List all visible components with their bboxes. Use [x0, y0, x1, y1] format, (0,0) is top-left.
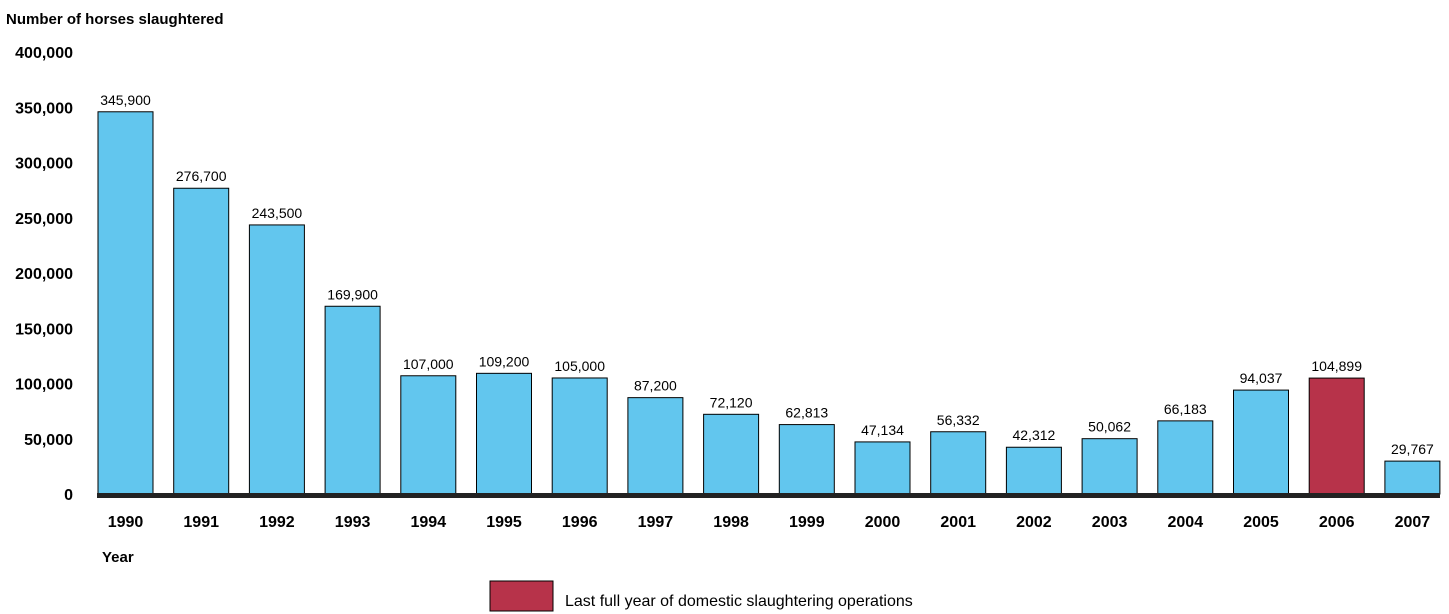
bar-1996	[551, 377, 608, 495]
x-tick-label: 2004	[1168, 514, 1204, 531]
bar-2005	[1233, 389, 1289, 495]
data-label: 56,332	[937, 412, 980, 428]
y-tick-label: 300,000	[15, 156, 73, 173]
bar-2002	[1005, 446, 1062, 495]
x-tick-label: 2005	[1243, 514, 1279, 531]
data-label: 104,899	[1311, 358, 1362, 374]
data-label: 109,200	[479, 353, 530, 369]
y-tick-label: 100,000	[15, 377, 73, 394]
bar-2000	[854, 441, 911, 495]
y-tick-label: 250,000	[15, 211, 73, 228]
x-axis-labels: 1990 1991 1992 1993 1994 1995 1996 1997 1998 1999…	[108, 514, 1431, 531]
data-label: 72,120	[710, 394, 753, 410]
x-axis-title: Year	[102, 549, 134, 566]
data-labels: 345,900 276,700 243,500 169,900 107,000 109,2…	[100, 92, 1434, 457]
bar-1999	[778, 424, 835, 495]
x-tick-label: 1996	[562, 514, 598, 531]
x-tick-label: 1991	[183, 514, 219, 531]
data-label: 66,183	[1164, 401, 1207, 417]
y-tick-label: 400,000	[15, 45, 73, 62]
bars	[97, 111, 1441, 495]
bar-1994	[400, 375, 457, 495]
bar-2003	[1081, 438, 1138, 495]
data-label: 87,200	[634, 378, 677, 394]
legend-label: Last full year of domestic slaughtering …	[565, 593, 913, 610]
y-tick-label: 200,000	[15, 266, 73, 283]
y-tick-label: 150,000	[15, 321, 73, 338]
bar-1998	[703, 413, 760, 495]
bar-2004	[1157, 420, 1214, 495]
x-tick-label: 1997	[638, 514, 674, 531]
data-label: 29,767	[1391, 441, 1434, 457]
x-tick-label: 1994	[411, 514, 447, 531]
y-tick-label: 350,000	[15, 100, 73, 117]
bar-1992	[248, 224, 305, 495]
x-tick-label: 1993	[335, 514, 371, 531]
x-tick-label: 2003	[1092, 514, 1128, 531]
bar-1995	[476, 372, 532, 495]
x-tick-label: 2001	[940, 514, 976, 531]
y-axis-ticks: 0 50,000 100,000 150,000 200,000 250,000 300,0…	[15, 45, 73, 504]
bar-2001	[930, 431, 987, 495]
y-tick-label: 0	[64, 487, 73, 504]
x-tick-label: 2002	[1016, 514, 1052, 531]
x-axis-baseline	[97, 493, 1440, 498]
bar-1993	[324, 305, 381, 495]
data-label: 42,312	[1012, 427, 1055, 443]
legend: Last full year of domestic slaughtering …	[489, 580, 913, 612]
data-label: 169,900	[327, 286, 378, 302]
data-label: 50,062	[1088, 419, 1131, 435]
bar-2007	[1384, 460, 1441, 495]
bar-1997	[627, 397, 684, 495]
bar-2006	[1308, 377, 1365, 495]
x-tick-label: 1990	[108, 514, 144, 531]
data-label: 243,500	[252, 205, 303, 221]
x-tick-label: 1992	[259, 514, 295, 531]
y-axis-title: Number of horses slaughtered	[6, 11, 224, 28]
data-label: 105,000	[554, 358, 605, 374]
data-label: 62,813	[785, 405, 828, 421]
y-tick-label: 50,000	[24, 432, 73, 449]
x-tick-label: 2000	[865, 514, 901, 531]
data-label: 94,037	[1240, 370, 1283, 386]
data-label: 47,134	[861, 422, 904, 438]
x-tick-label: 1999	[789, 514, 825, 531]
bar-1990	[97, 111, 154, 495]
legend-swatch	[489, 580, 554, 612]
x-tick-label: 1995	[486, 514, 522, 531]
x-tick-label: 1998	[713, 514, 749, 531]
data-label: 345,900	[100, 92, 151, 108]
x-tick-label: 2006	[1319, 514, 1355, 531]
x-tick-label: 2007	[1395, 514, 1431, 531]
data-label: 276,700	[176, 168, 227, 184]
bar-1991	[173, 187, 230, 495]
data-label: 107,000	[403, 356, 454, 372]
